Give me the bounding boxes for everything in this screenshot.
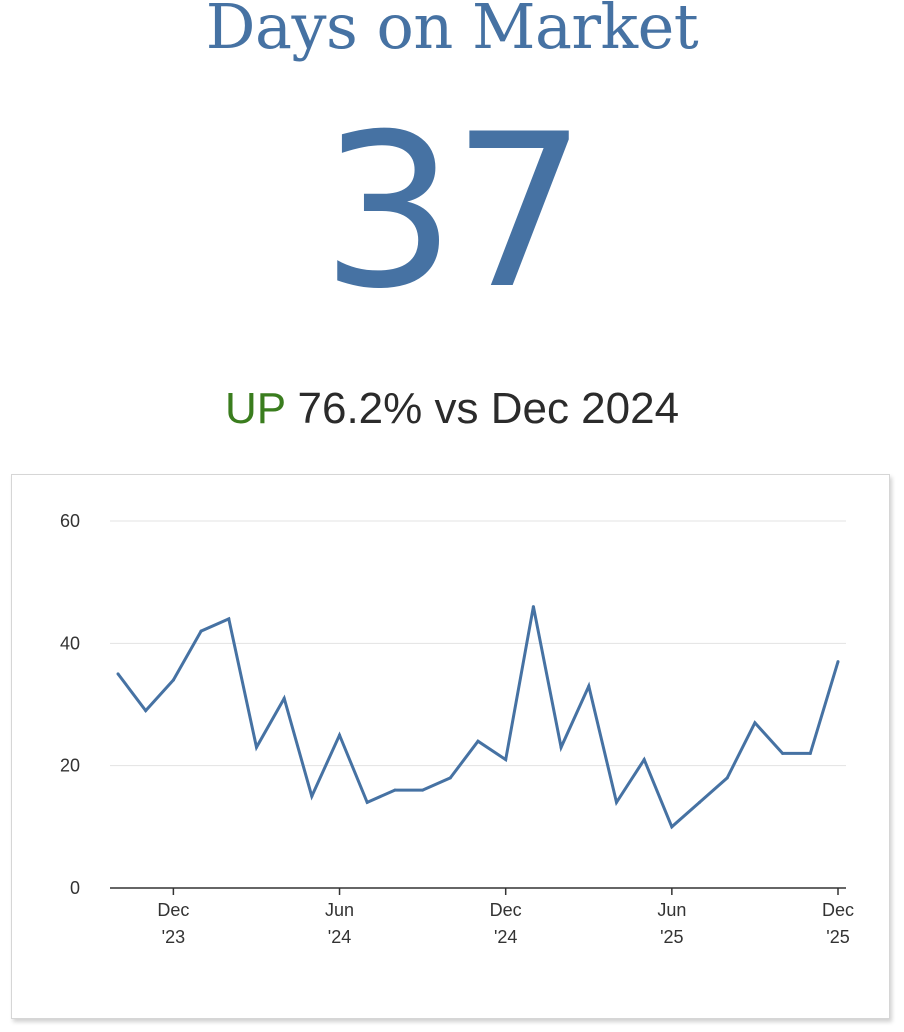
y-tick-label: 40 bbox=[60, 633, 80, 653]
x-tick-label: Dec bbox=[490, 900, 522, 920]
y-tick-label: 60 bbox=[60, 511, 80, 531]
change-text: 76.2% vs Dec 2024 bbox=[297, 384, 680, 433]
series-layer bbox=[116, 605, 840, 830]
x-tick-label: '25 bbox=[660, 927, 683, 947]
x-tick-label: Jun bbox=[325, 900, 354, 920]
data-point[interactable] bbox=[670, 825, 674, 829]
page-title: Days on Market bbox=[205, 0, 699, 63]
data-point[interactable] bbox=[227, 617, 231, 621]
data-point[interactable] bbox=[725, 776, 729, 780]
data-point[interactable] bbox=[144, 709, 148, 713]
data-point[interactable] bbox=[310, 794, 314, 798]
data-point[interactable] bbox=[282, 696, 286, 700]
data-point[interactable] bbox=[476, 739, 480, 743]
data-point[interactable] bbox=[698, 800, 702, 804]
x-tick-label: '24 bbox=[494, 927, 517, 947]
data-point[interactable] bbox=[531, 605, 535, 609]
data-point[interactable] bbox=[393, 788, 397, 792]
x-tick-label: '25 bbox=[826, 927, 849, 947]
data-point[interactable] bbox=[642, 758, 646, 762]
change-summary: UP 76.2% vs Dec 2024 bbox=[0, 384, 904, 434]
y-tick-label: 0 bbox=[70, 878, 80, 898]
x-tick-label: '24 bbox=[328, 927, 351, 947]
y-axis: 0 20 40 60 bbox=[60, 511, 80, 898]
data-point[interactable] bbox=[614, 800, 618, 804]
data-point[interactable] bbox=[421, 788, 425, 792]
x-tick-label: Jun bbox=[657, 900, 686, 920]
gridlines bbox=[110, 520, 846, 767]
chart-card: 0 20 40 60 Dec '23 Jun '24 Dec '24 Jun '25 Dec '25 bbox=[11, 474, 890, 1019]
change-direction: UP bbox=[224, 384, 286, 433]
data-point[interactable] bbox=[365, 800, 369, 804]
x-tick-label: '23 bbox=[162, 927, 185, 947]
data-point[interactable] bbox=[254, 745, 258, 749]
data-point[interactable] bbox=[808, 751, 812, 755]
data-point[interactable] bbox=[836, 660, 840, 664]
data-point[interactable] bbox=[504, 758, 508, 762]
x-tick-label: Dec bbox=[157, 900, 189, 920]
line-chart: 0 20 40 60 Dec '23 Jun '24 Dec '24 Jun '25 Dec '25 bbox=[60, 511, 854, 947]
data-point[interactable] bbox=[199, 629, 203, 633]
data-point[interactable] bbox=[587, 684, 591, 688]
data-point[interactable] bbox=[116, 672, 120, 676]
x-axis: Dec '23 Jun '24 Dec '24 Jun '25 Dec '25 bbox=[110, 887, 854, 947]
data-point[interactable] bbox=[338, 733, 342, 737]
headline-value: 37 bbox=[321, 88, 587, 335]
x-tick-label: Dec bbox=[822, 900, 854, 920]
data-point[interactable] bbox=[559, 745, 563, 749]
y-tick-label: 20 bbox=[60, 756, 80, 776]
data-point[interactable] bbox=[781, 751, 785, 755]
data-point[interactable] bbox=[448, 776, 452, 780]
data-point[interactable] bbox=[753, 721, 757, 725]
data-point[interactable] bbox=[171, 678, 175, 682]
series-line bbox=[116, 606, 840, 830]
